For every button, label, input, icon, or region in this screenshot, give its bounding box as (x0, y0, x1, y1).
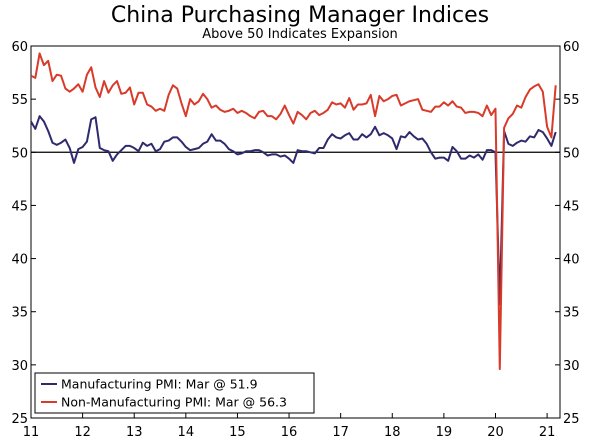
y-tick-label-right: 30 (563, 359, 580, 374)
y-tick-label-right: 35 (563, 306, 580, 321)
legend: Manufacturing PMI: Mar @ 51.9 Non-Manufac… (34, 372, 315, 414)
y-tick-label-left: 40 (11, 253, 28, 268)
legend-entry: Non-Manufacturing PMI: Mar @ 56.3 (61, 395, 287, 410)
series-line-0 (30, 115, 557, 306)
y-tick-label-left: 35 (11, 306, 28, 321)
series-lines (30, 52, 557, 371)
y-tick-label-right: 55 (563, 93, 580, 108)
y-tick-label-left: 25 (11, 412, 28, 427)
axes: 25 25 30 30 35 35 40 40 45 45 50 50 55 55 60 60 11 12 13 14… (11, 40, 579, 440)
chart-title: China Purchasing Manager Indices (111, 3, 489, 28)
y-tick-label-left: 60 (11, 40, 28, 55)
x-tick-label: 11 (23, 425, 40, 440)
x-tick-label: 17 (332, 425, 349, 440)
y-tick-label-right: 60 (563, 40, 580, 55)
x-tick-label: 13 (126, 425, 143, 440)
y-tick-label-left: 50 (11, 146, 28, 161)
x-tick-label: 18 (384, 425, 401, 440)
y-tick-label-left: 55 (11, 93, 28, 108)
y-tick-label-right: 50 (563, 146, 580, 161)
y-tick-label-right: 25 (563, 412, 580, 427)
x-tick-label: 19 (436, 425, 453, 440)
x-tick-label: 15 (229, 425, 246, 440)
plot-frame (30, 45, 561, 419)
legend-box (34, 372, 315, 414)
x-tick-label: 12 (74, 425, 91, 440)
x-tick-label: 21 (539, 425, 556, 440)
y-tick-label-right: 40 (563, 253, 580, 268)
y-tick-label-left: 45 (11, 199, 28, 214)
x-tick-label: 20 (487, 425, 504, 440)
x-tick-label: 14 (178, 425, 195, 440)
chart-subtitle: Above 50 Indicates Expansion (202, 27, 398, 42)
series-line-1 (30, 52, 557, 371)
y-tick-label-right: 45 (563, 199, 580, 214)
y-tick-label-left: 30 (11, 359, 28, 374)
legend-entry: Manufacturing PMI: Mar @ 51.9 (61, 377, 258, 392)
x-tick-label: 16 (281, 425, 298, 440)
